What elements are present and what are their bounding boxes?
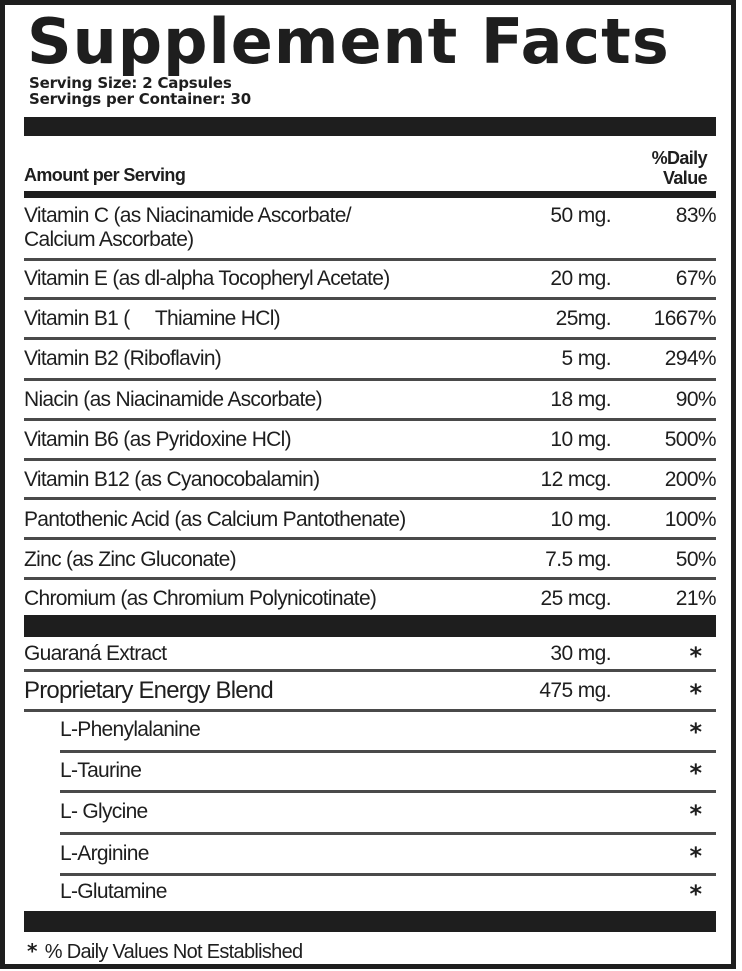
row-divider	[60, 750, 716, 753]
nutrient-row: Vitamin C (as Niacinamide Ascorbate/ Cal…	[24, 204, 717, 258]
serving-size: Serving Size: 2 Capsules	[29, 74, 232, 92]
blend-amount: 475 mg.	[539, 679, 611, 702]
nutrient-name: Zinc (as Zinc Gluconate)	[24, 548, 237, 571]
daily-value-header-line1: %Daily	[651, 148, 708, 168]
nutrient-name: Pantothenic Acid (as Calcium Pantothenat…	[24, 508, 406, 531]
row-divider	[24, 258, 716, 261]
nutrient-daily-value: 1667%	[653, 307, 717, 330]
nutrient-daily-value: 90%	[675, 388, 717, 411]
nutrient-amount: 25mg.	[555, 307, 612, 330]
nutrient-daily-value: 500%	[664, 428, 717, 451]
row-divider	[24, 458, 716, 461]
daily-value-header: %Daily Value	[651, 148, 708, 188]
blend-ingredient-name: L-Phenylalanine	[60, 718, 201, 741]
panel-title: Supplement Facts	[27, 5, 670, 78]
nutrient-daily-value: 294%	[664, 347, 717, 370]
asterisk-icon: *	[689, 842, 702, 870]
row-divider	[24, 537, 716, 540]
nutrient-name-line2: Calcium Ascorbate)	[24, 228, 194, 251]
nutrient-amount: 50 mg.	[550, 204, 611, 227]
row-divider	[24, 297, 716, 300]
row-divider	[60, 790, 716, 793]
blend-ingredient-name: L-Glutamine	[60, 880, 167, 903]
row-divider	[24, 709, 716, 712]
nutrient-amount: 25 mcg.	[540, 587, 612, 610]
daily-value-header-line2: Value	[662, 168, 708, 188]
thick-divider-bottom	[24, 911, 716, 932]
nutrient-amount: 5 mg.	[561, 347, 611, 370]
nutrient-name: Vitamin B1 ( Thiamine HCl)	[24, 307, 281, 330]
asterisk-icon: *	[689, 718, 702, 746]
blend-ingredient-name: L- Glycine	[60, 800, 148, 823]
nutrient-name: Vitamin B6 (as Pyridoxine HCl)	[24, 428, 292, 451]
row-divider	[24, 669, 716, 672]
nutrient-amount: 7.5 mg.	[545, 548, 611, 571]
blend-ingredient-name: L-Arginine	[60, 842, 149, 865]
blend-name: Proprietary Energy Blend	[24, 677, 274, 704]
thick-divider-middle	[24, 615, 716, 637]
amount-per-serving-header: Amount per Serving	[24, 165, 186, 185]
row-divider	[24, 378, 716, 381]
nutrient-daily-value: 200%	[664, 468, 717, 491]
nutrient-daily-value: 21%	[675, 587, 717, 610]
nutrient-daily-value: 50%	[675, 548, 717, 571]
nutrient-name: Vitamin B2 (Riboflavin)	[24, 347, 222, 370]
nutrient-name: Niacin (as Niacinamide Ascorbate)	[24, 388, 323, 411]
footnote: * % Daily Values Not Established	[27, 939, 303, 964]
asterisk-icon: *	[689, 759, 702, 787]
row-divider	[24, 337, 716, 340]
nutrient-daily-value: 83%	[675, 204, 717, 227]
row-divider	[24, 418, 716, 421]
asterisk-icon: *	[689, 800, 702, 828]
ingredient-amount: 30 mg.	[550, 642, 611, 665]
row-divider	[60, 832, 716, 835]
asterisk-icon: *	[27, 939, 37, 963]
asterisk-icon: *	[689, 679, 702, 707]
row-divider	[60, 873, 716, 876]
nutrient-amount: 10 mg.	[550, 508, 611, 531]
thick-divider-top	[24, 117, 716, 136]
nutrient-amount: 12 mcg.	[540, 468, 612, 491]
asterisk-icon: *	[689, 880, 702, 908]
nutrient-name: Vitamin E (as dl-alpha Tocopheryl Acetat…	[24, 267, 390, 290]
nutrient-daily-value: 67%	[675, 267, 717, 290]
servings-per-container: Servings per Container: 30	[29, 90, 251, 108]
nutrient-name: Vitamin C (as Niacinamide Ascorbate/ Cal…	[24, 204, 352, 252]
row-divider	[24, 577, 716, 580]
nutrient-amount: 18 mg.	[550, 388, 611, 411]
nutrient-amount: 10 mg.	[550, 428, 611, 451]
nutrient-name-line1: Vitamin C (as Niacinamide Ascorbate/	[24, 204, 352, 227]
footnote-text: % Daily Values Not Established	[44, 941, 303, 963]
medium-divider	[24, 191, 716, 198]
asterisk-icon: *	[689, 642, 702, 670]
nutrient-amount: 20 mg.	[550, 267, 611, 290]
blend-ingredient-name: L-Taurine	[60, 759, 142, 782]
ingredient-name: Guaraná Extract	[24, 642, 167, 665]
nutrient-name: Chromium (as Chromium Polynicotinate)	[24, 587, 377, 610]
nutrient-name: Vitamin B12 (as Cyanocobalamin)	[24, 468, 320, 491]
row-divider	[24, 497, 716, 500]
nutrient-daily-value: 100%	[664, 508, 717, 531]
